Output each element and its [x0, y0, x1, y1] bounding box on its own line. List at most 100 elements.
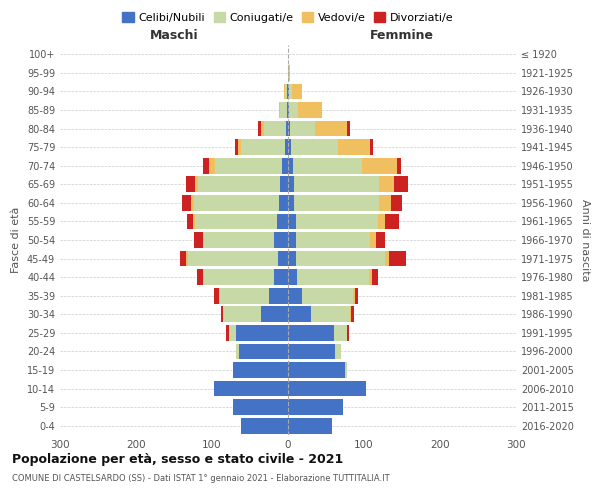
Bar — [233, 399, 288, 415]
Bar — [191, 195, 194, 211]
Bar — [259, 120, 262, 136]
Bar — [203, 158, 209, 174]
Bar — [288, 306, 311, 322]
Bar — [296, 232, 370, 248]
Bar — [294, 195, 379, 211]
Bar — [389, 250, 406, 266]
Bar — [274, 232, 288, 248]
Bar — [314, 120, 347, 136]
Bar — [311, 306, 350, 322]
Bar — [288, 399, 343, 415]
Bar — [223, 306, 262, 322]
Bar — [370, 269, 371, 285]
Bar — [241, 418, 288, 434]
Bar — [288, 214, 296, 230]
Text: Popolazione per età, sesso e stato civile - 2021: Popolazione per età, sesso e stato civil… — [12, 452, 343, 466]
Bar — [285, 140, 288, 155]
Bar — [290, 120, 314, 136]
Bar — [269, 288, 288, 304]
Bar — [397, 158, 401, 174]
Bar — [238, 140, 241, 155]
Bar — [288, 65, 290, 81]
Bar — [186, 250, 188, 266]
Bar — [187, 214, 193, 230]
Bar — [296, 214, 377, 230]
Bar — [293, 158, 362, 174]
Bar — [385, 214, 399, 230]
Bar — [280, 176, 288, 192]
Bar — [294, 176, 379, 192]
Bar — [338, 140, 370, 155]
Bar — [236, 344, 239, 359]
Bar — [298, 102, 322, 118]
Bar — [194, 232, 203, 248]
Bar — [347, 120, 350, 136]
Bar — [199, 176, 280, 192]
Text: Femmine: Femmine — [370, 29, 434, 42]
Bar — [280, 102, 287, 118]
Bar — [377, 214, 385, 230]
Bar — [180, 250, 186, 266]
Bar — [194, 195, 279, 211]
Bar — [220, 288, 269, 304]
Bar — [239, 344, 288, 359]
Bar — [350, 306, 351, 322]
Bar — [226, 325, 229, 341]
Y-axis label: Fasce di età: Fasce di età — [11, 207, 21, 273]
Bar — [288, 158, 293, 174]
Bar — [287, 84, 288, 100]
Y-axis label: Anni di nascita: Anni di nascita — [580, 198, 590, 281]
Bar — [394, 176, 408, 192]
Bar — [195, 176, 199, 192]
Bar — [229, 325, 236, 341]
Bar — [288, 418, 332, 434]
Bar — [277, 214, 288, 230]
Bar — [345, 362, 347, 378]
Bar — [288, 344, 335, 359]
Bar — [370, 140, 373, 155]
Bar — [355, 288, 358, 304]
Bar — [288, 362, 345, 378]
Bar — [233, 362, 288, 378]
Bar — [370, 232, 376, 248]
Bar — [385, 250, 389, 266]
Bar — [288, 269, 297, 285]
Bar — [347, 325, 349, 341]
Bar — [376, 232, 385, 248]
Bar — [379, 195, 391, 211]
Bar — [278, 250, 288, 266]
Bar — [288, 140, 291, 155]
Bar — [351, 306, 354, 322]
Bar — [265, 120, 286, 136]
Bar — [353, 288, 355, 304]
Bar — [286, 120, 288, 136]
Bar — [288, 102, 289, 118]
Bar — [279, 102, 280, 118]
Bar — [362, 158, 397, 174]
Bar — [197, 269, 203, 285]
Bar — [274, 269, 288, 285]
Bar — [288, 232, 296, 248]
Bar — [236, 325, 288, 341]
Bar — [195, 214, 277, 230]
Bar — [302, 288, 353, 304]
Bar — [214, 288, 219, 304]
Bar — [289, 102, 298, 118]
Bar — [203, 269, 205, 285]
Bar — [334, 325, 347, 341]
Bar — [215, 158, 282, 174]
Bar — [288, 176, 294, 192]
Bar — [205, 232, 274, 248]
Bar — [291, 140, 338, 155]
Bar — [182, 195, 191, 211]
Bar — [209, 158, 215, 174]
Bar — [282, 158, 288, 174]
Bar — [296, 250, 385, 266]
Bar — [288, 84, 289, 100]
Bar — [371, 269, 377, 285]
Bar — [288, 195, 294, 211]
Bar — [205, 269, 274, 285]
Bar — [262, 306, 288, 322]
Bar — [379, 176, 394, 192]
Text: Maschi: Maschi — [149, 29, 199, 42]
